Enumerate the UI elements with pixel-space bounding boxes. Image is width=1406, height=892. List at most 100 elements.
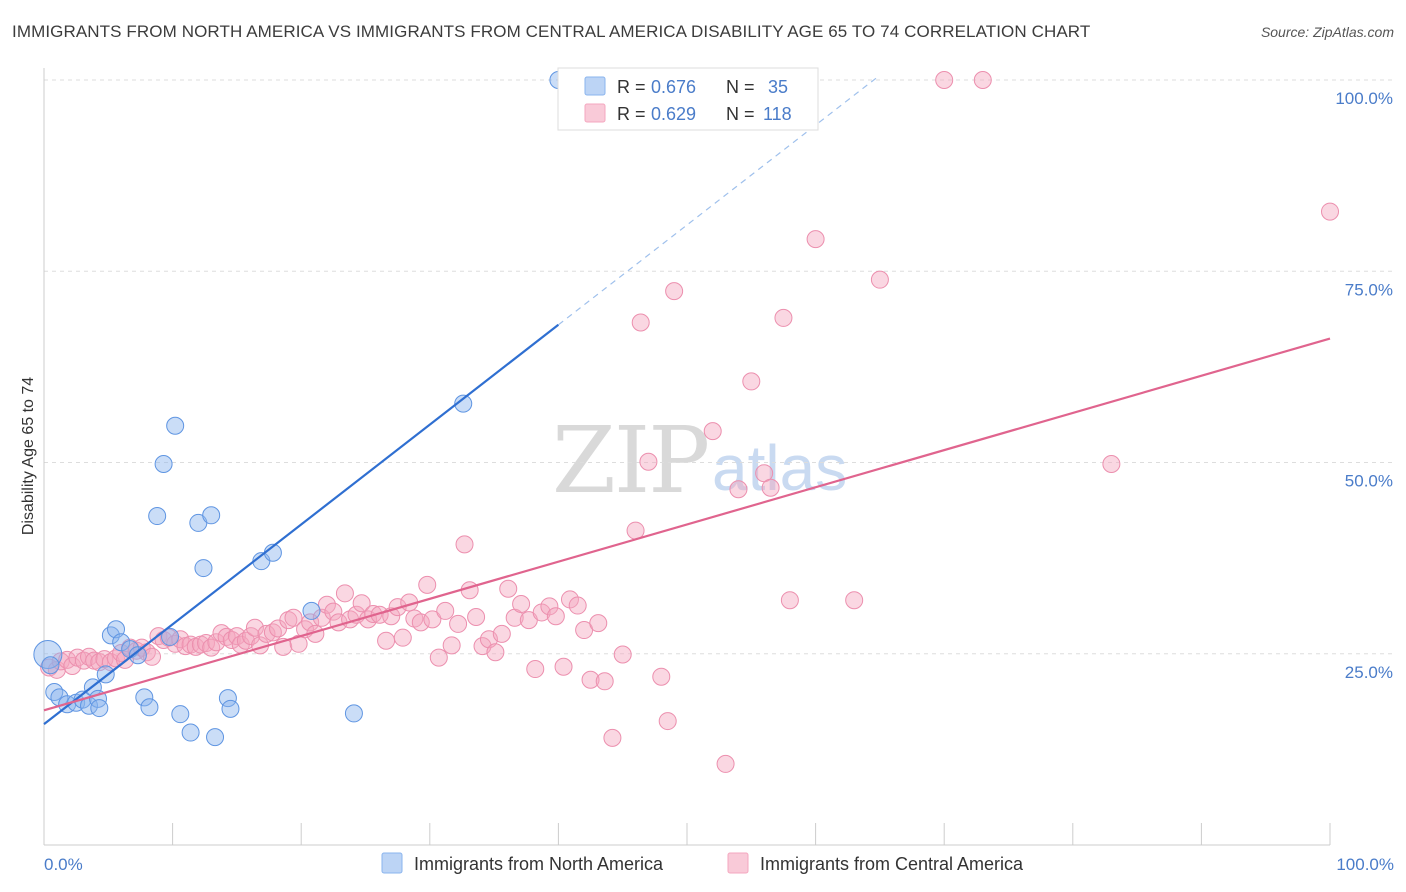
legend-north-n-label: N = <box>726 77 755 97</box>
central-point-72 <box>436 601 455 620</box>
central-point-58 <box>352 594 371 613</box>
north-point-14 <box>112 633 131 652</box>
central-point-116 <box>935 71 954 89</box>
central-point-117 <box>973 71 992 89</box>
central-point-19 <box>143 647 162 666</box>
central-point-112 <box>780 591 799 610</box>
y-axis-label: Disability Age 65 to 74 <box>20 377 37 535</box>
legend-swatch-central <box>584 103 606 123</box>
legend-north-r-label: R = <box>617 77 646 97</box>
north-trend-extension <box>558 74 881 326</box>
central-point-39 <box>245 618 264 637</box>
central-point-62 <box>377 631 396 650</box>
central-point-46 <box>284 608 303 627</box>
central-point-95 <box>589 614 608 633</box>
central-point-33 <box>217 627 236 646</box>
north-point-21 <box>161 627 180 646</box>
north-point-0 <box>33 640 63 670</box>
central-point-82 <box>499 579 518 598</box>
y-axis-tick-labels: 25.0% 50.0% 75.0% 100.0% <box>1335 89 1393 682</box>
north-point-35 <box>454 394 473 413</box>
central-point-100 <box>631 313 650 332</box>
x-tick-label-min: 0.0% <box>44 855 83 874</box>
central-point-74 <box>449 614 468 633</box>
north-point-10 <box>90 699 109 718</box>
central-point-73 <box>442 636 461 655</box>
central-point-52 <box>317 595 336 614</box>
x-axis-ticks <box>172 823 1331 845</box>
north-point-2 <box>45 683 64 701</box>
central-point-90 <box>554 657 573 676</box>
x-tick-label-max: 100.0% <box>1336 855 1394 874</box>
central-point-60 <box>364 604 383 623</box>
central-trend-line <box>43 337 1331 712</box>
north-point-17 <box>135 688 154 707</box>
y-tick-label-25: 25.0% <box>1345 663 1393 682</box>
north-point-23 <box>171 705 190 724</box>
central-point-111 <box>774 308 793 327</box>
chart-title: IMMIGRANTS FROM NORTH AMERICA VS IMMIGRA… <box>12 22 1091 41</box>
central-point-35 <box>227 627 246 646</box>
north-point-1 <box>41 656 60 675</box>
series-legend: Immigrants from North America Immigrants… <box>381 852 1024 874</box>
central-point-115 <box>870 270 889 289</box>
central-point-68 <box>411 613 430 632</box>
central-point-108 <box>742 372 761 391</box>
central-point-92 <box>568 596 587 615</box>
north-point-12 <box>101 626 120 645</box>
central-point-77 <box>467 608 486 627</box>
legend-central-n-value: 118 <box>763 104 792 124</box>
bottom-legend-swatch-north <box>381 852 403 874</box>
north-point-22 <box>166 416 185 435</box>
central-point-75 <box>455 535 474 554</box>
central-point-96 <box>595 672 614 691</box>
legend-central-r-value: 0.629 <box>651 104 696 124</box>
north-point-18 <box>140 698 159 717</box>
y-tick-label-50: 50.0% <box>1345 472 1393 491</box>
central-point-94 <box>581 670 600 689</box>
legend-north-r-value: 0.676 <box>651 77 696 97</box>
central-point-106 <box>716 754 735 773</box>
watermark-atlas: atlas <box>712 432 847 504</box>
central-point-113 <box>806 230 825 249</box>
bottom-legend-central-label: Immigrants from Central America <box>760 854 1024 874</box>
watermark: ZIP atlas <box>552 407 847 514</box>
central-point-53 <box>324 602 343 621</box>
north-point-20 <box>154 455 173 474</box>
north-point-16 <box>128 646 147 665</box>
central-point-84 <box>512 595 531 614</box>
north-point-29 <box>218 689 237 708</box>
central-point-86 <box>526 660 545 679</box>
north-point-24 <box>181 723 200 742</box>
central-point-31 <box>207 633 226 652</box>
north-point-33 <box>302 601 321 620</box>
central-point-110 <box>761 478 780 497</box>
central-point-80 <box>486 643 505 662</box>
central-point-104 <box>665 282 684 301</box>
central-point-81 <box>492 624 511 643</box>
central-point-55 <box>335 584 354 603</box>
central-point-107 <box>729 480 748 499</box>
central-point-65 <box>393 628 412 647</box>
north-point-26 <box>194 559 213 578</box>
central-point-30 <box>202 638 221 657</box>
central-point-118 <box>1102 455 1121 474</box>
stats-legend: R = 0.676 N = 35 R = 0.629 N = 118 <box>557 67 819 131</box>
bottom-legend-swatch-central <box>727 852 749 874</box>
north-point-19 <box>148 507 167 526</box>
north-trend-line <box>43 323 560 725</box>
central-point-38 <box>242 627 261 646</box>
central-point-119 <box>1321 202 1339 221</box>
central-point-98 <box>613 645 632 664</box>
central-point-4 <box>63 656 82 675</box>
central-point-76 <box>460 581 479 600</box>
trend-lines <box>43 74 1331 725</box>
central-point-114 <box>845 591 864 610</box>
central-point-105 <box>703 422 722 441</box>
legend-swatch-north <box>584 76 606 96</box>
central-point-69 <box>418 575 437 594</box>
north-point-34 <box>344 704 363 723</box>
north-point-28 <box>206 728 225 747</box>
legend-central-r-label: R = <box>617 104 646 124</box>
